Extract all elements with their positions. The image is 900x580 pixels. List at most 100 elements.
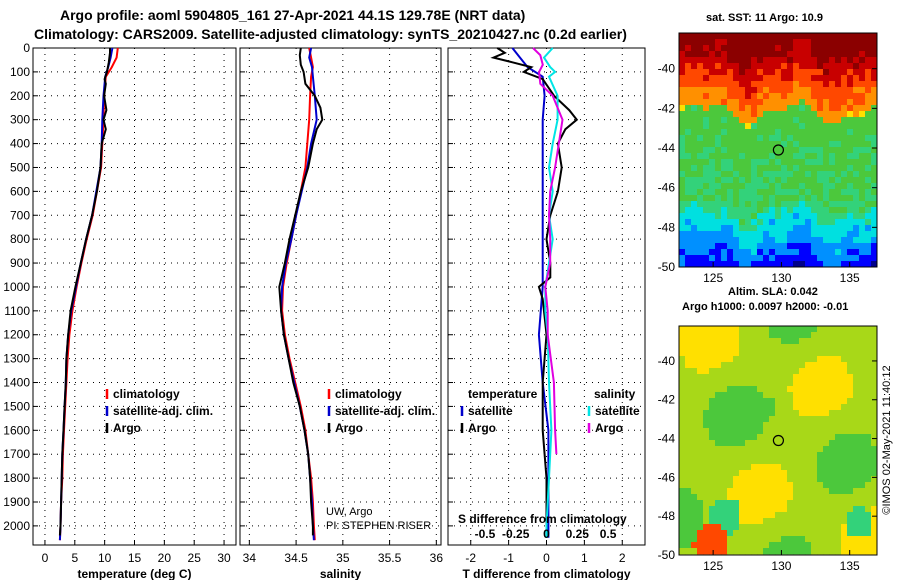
map-cell [733, 500, 740, 507]
map-cell [781, 506, 788, 513]
map-cell [781, 326, 788, 333]
map-cell [775, 261, 782, 268]
map-cell [787, 33, 794, 40]
map-cell [793, 135, 800, 142]
map-cell [805, 63, 812, 70]
map-cell [865, 350, 872, 357]
map-cell [787, 380, 794, 387]
map-cell [835, 326, 842, 333]
map-cell [697, 99, 704, 106]
map-cell [703, 33, 710, 40]
map-cell [715, 548, 722, 555]
map-cell [823, 416, 830, 423]
map-cell [745, 33, 752, 40]
map-cell [733, 332, 740, 339]
map-cell [811, 452, 818, 459]
map-cell [817, 416, 824, 423]
ytick-label: 700 [10, 208, 30, 222]
map-cell [721, 141, 728, 148]
map-cell [817, 380, 824, 387]
map-cell [835, 171, 842, 178]
map-cell [871, 33, 878, 40]
map-cell [775, 249, 782, 256]
map-cell [709, 51, 716, 58]
map-cell [703, 123, 710, 130]
map-cell [835, 500, 842, 507]
map-cell [727, 183, 734, 190]
map-cell [847, 344, 854, 351]
map-cell [733, 225, 740, 232]
map-cell [823, 380, 830, 387]
map-cell [733, 476, 740, 483]
map-cell [691, 177, 698, 184]
map-cell [745, 464, 752, 471]
map-cell [679, 189, 686, 196]
map-cell [703, 105, 710, 112]
map-cell [841, 452, 848, 459]
map-cell [727, 470, 734, 477]
map-cell [865, 189, 872, 196]
map-cell [781, 255, 788, 262]
map-cell [817, 506, 824, 513]
xtick-label: 1 [581, 551, 588, 565]
map-cell [841, 51, 848, 58]
map-cell [745, 177, 752, 184]
map-cell [793, 45, 800, 52]
map-cell [829, 243, 836, 250]
xaxis-label: temperature (deg C) [77, 567, 191, 580]
map-cell [709, 536, 716, 543]
map-cell [727, 177, 734, 184]
map-cell [859, 195, 866, 202]
map-cell [715, 183, 722, 190]
map-cell [853, 51, 860, 58]
map-cell [847, 512, 854, 519]
map-cell [823, 39, 830, 46]
map-cell [721, 338, 728, 345]
map-cell [871, 482, 878, 489]
map-cell [823, 165, 830, 172]
legend-dt-satellite-label: satellite [468, 404, 513, 418]
map-cell [679, 356, 686, 363]
map-cell [709, 506, 716, 513]
map-cell [685, 458, 692, 465]
map-cell [817, 326, 824, 333]
map-cell [703, 189, 710, 196]
map-cell [859, 87, 866, 94]
map-cell [835, 350, 842, 357]
map-cell [745, 39, 752, 46]
map-cell [709, 237, 716, 244]
map-cell [835, 494, 842, 501]
map-cell [745, 482, 752, 489]
map-cell [703, 225, 710, 232]
map-cell [769, 57, 776, 64]
map-cell [799, 93, 806, 100]
map-cell [799, 500, 806, 507]
ytick-label: 400 [10, 137, 30, 151]
map-cell [775, 111, 782, 118]
map-cell [751, 195, 758, 202]
map-cell [727, 189, 734, 196]
map-cell [859, 404, 866, 411]
map-cell [709, 63, 716, 70]
map-cell [751, 476, 758, 483]
map-cell [769, 189, 776, 196]
map-cell [697, 506, 704, 513]
map-cell [835, 356, 842, 363]
map-cell [853, 69, 860, 76]
map-cell [697, 87, 704, 94]
map-cell [865, 51, 872, 58]
map-cell [691, 195, 698, 202]
map-cell [871, 332, 878, 339]
map-cell [853, 362, 860, 369]
map-cell [697, 518, 704, 525]
map-cell [691, 201, 698, 208]
map-cell [697, 524, 704, 531]
map-cell [715, 45, 722, 52]
map-cell [847, 494, 854, 501]
map-cell [859, 368, 866, 375]
map-cell [685, 368, 692, 375]
map-cell [817, 81, 824, 88]
map-cell [811, 123, 818, 130]
map-cell [739, 404, 746, 411]
map-ytick-label: -42 [658, 101, 676, 115]
